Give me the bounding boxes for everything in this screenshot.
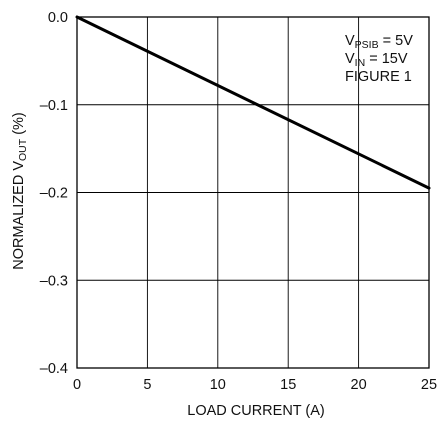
annotation-vpsib: VPSIB = 5V bbox=[345, 33, 413, 51]
annotations: VPSIB = 5V VIN = 15V FIGURE 1 bbox=[345, 33, 413, 85]
y-tick-label: –0.4 bbox=[40, 361, 68, 377]
annotation-figure: FIGURE 1 bbox=[345, 69, 412, 85]
x-tick-label: 5 bbox=[143, 377, 151, 393]
y-tick-label: –0.3 bbox=[40, 273, 68, 289]
y-tick-labels: 0.0 –0.1 –0.2 –0.3 –0.4 bbox=[40, 10, 68, 377]
x-tick-label: 20 bbox=[351, 377, 367, 393]
y-tick-label: –0.1 bbox=[40, 98, 68, 114]
x-tick-label: 25 bbox=[421, 377, 437, 393]
x-tick-label: 15 bbox=[280, 377, 296, 393]
series-line bbox=[75, 15, 431, 190]
y-axis-title: NORMALIZED VOUT (%) bbox=[11, 112, 29, 270]
y-tick-label: –0.2 bbox=[40, 186, 68, 202]
y-axis-title-main: NORMALIZED V bbox=[11, 161, 27, 270]
y-axis-title-suffix: (%) bbox=[11, 112, 27, 139]
y-axis-title-sub: OUT bbox=[17, 138, 29, 161]
x-tick-label: 10 bbox=[210, 377, 226, 393]
x-axis-title: LOAD CURRENT (A) bbox=[187, 403, 325, 419]
series bbox=[75, 15, 431, 190]
grid bbox=[77, 17, 429, 368]
x-tick-label: 0 bbox=[73, 377, 81, 393]
plot-frame bbox=[76, 16, 430, 369]
annotation-vin: VIN = 15V bbox=[345, 51, 408, 69]
x-tick-labels: 0 5 10 15 20 25 bbox=[73, 377, 437, 393]
y-tick-label: 0.0 bbox=[48, 10, 68, 26]
